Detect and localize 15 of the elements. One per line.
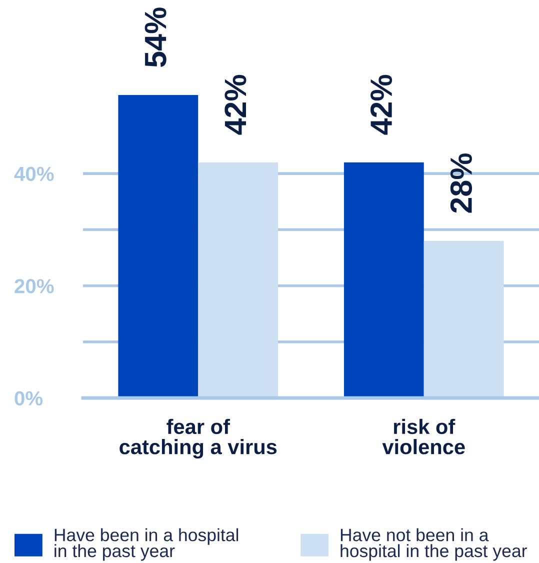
legend-label: Have been in a hospital in the past year [54,528,238,561]
data-label: 42% [370,74,392,135]
bar [118,95,198,398]
legend-label: Have not been in a hospital in the past year [340,528,527,561]
y-tick-label: 40% [14,166,54,182]
y-tick-label: 0% [14,391,43,406]
data-label: 42% [224,74,246,135]
data-label: 54% [144,8,166,67]
bar [344,162,424,398]
y-tick-label: 20% [14,279,54,294]
bar [198,162,278,398]
x-tick-label: risk of violence [382,418,465,454]
bar [424,240,504,398]
x-tick-label: fear of catching a virus [120,418,277,459]
data-label: 28% [450,153,472,213]
